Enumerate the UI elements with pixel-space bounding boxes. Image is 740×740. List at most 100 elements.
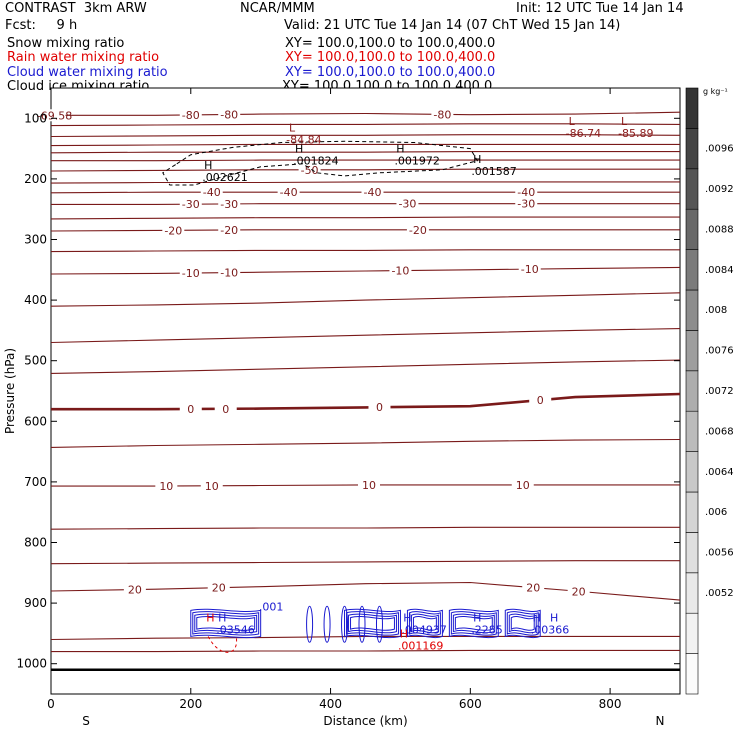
- extremum-marker: H: [206, 612, 214, 625]
- contour-label-background: [218, 266, 241, 279]
- plot-frame: [50, 87, 681, 695]
- colorbar-tick-label: .0064: [705, 467, 734, 478]
- extremum-marker: H: [473, 153, 481, 166]
- temperature-contour-line: [50, 229, 680, 232]
- contour-label-background: [218, 223, 241, 236]
- direction-label-north: N: [656, 714, 665, 728]
- contour-label-background: [200, 186, 223, 199]
- temperature-contour-label: -80: [182, 109, 200, 122]
- extremum-value: -84.84: [286, 133, 321, 146]
- y-tick-label: 800: [24, 536, 47, 550]
- temperature-contour-label: 10: [516, 479, 530, 492]
- temperature-contour-line: [51, 111, 681, 116]
- colorbar-band: [685, 532, 699, 574]
- field-label-snow: Snow mixing ratio: [7, 36, 125, 51]
- temperature-contour-label: -80: [433, 108, 451, 121]
- y-tick-label: 300: [24, 233, 47, 247]
- contour-label-background: [123, 583, 146, 596]
- cloud-water-contour: [190, 608, 262, 639]
- temperature-contour-label: -10: [220, 267, 238, 280]
- contour-label-background: [200, 479, 223, 492]
- x-axis-label: Distance (km): [323, 714, 407, 728]
- temperature-contour-label: -10: [391, 265, 409, 278]
- contour-label-background: [179, 198, 202, 211]
- x-tick-label: 0: [47, 697, 55, 711]
- contour-label-background: [522, 581, 545, 594]
- colorbar-band: [685, 491, 699, 533]
- cloud-water-contour: [506, 611, 539, 636]
- temperature-contour-line: [50, 526, 680, 530]
- colorbar-tick-label: .0072: [705, 386, 734, 397]
- direction-label-south: S: [82, 714, 90, 728]
- cloud-water-contour: [510, 616, 535, 631]
- cloud-water-contour: [344, 608, 401, 639]
- extremum-marker: H: [396, 142, 404, 155]
- temperature-contour-line: [50, 266, 681, 275]
- temperature-contour-label: 10: [205, 480, 219, 493]
- contour-label-background: [277, 186, 300, 199]
- cloud-water-contour: [450, 611, 497, 636]
- temperature-contour-line: [50, 438, 681, 448]
- colorbar-band: [685, 572, 699, 614]
- temperature-contour-label: 10: [362, 479, 376, 492]
- contour-label-background: [518, 263, 541, 276]
- temperature-contour-label: 0: [222, 403, 229, 416]
- colorbar-band: [685, 370, 699, 412]
- temperature-contour-line: [50, 134, 681, 138]
- colorbar-band: [685, 410, 699, 452]
- temperature-contour-line: [50, 123, 681, 127]
- cloud-water-contour: [504, 608, 541, 639]
- temperature-contour-line: [50, 168, 680, 172]
- temperature-contour-line: [51, 159, 680, 162]
- temperature-contour-label: 0: [187, 403, 194, 416]
- temperature-contour-line: [51, 203, 680, 205]
- contour-label-background: [179, 402, 202, 415]
- extremum-value: -86.74: [566, 127, 601, 140]
- colorbar-band: [685, 289, 699, 331]
- cloud-water-contour: [406, 608, 443, 639]
- temperature-contour-line: [50, 151, 680, 154]
- rain-contour: [207, 636, 238, 653]
- temperature-contour-label: -10: [521, 263, 539, 276]
- temperature-contour-line: [50, 635, 680, 641]
- colorbar-band: [685, 653, 699, 695]
- colorbar-tick-label: .006: [705, 507, 727, 518]
- temperature-contour-label: 20: [128, 584, 142, 597]
- contour-label-background: [214, 402, 237, 415]
- y-tick-label: 100: [24, 111, 47, 125]
- temperature-contour-line: [51, 392, 681, 411]
- colorbar-band: [685, 612, 699, 654]
- temperature-contour-line: [50, 560, 680, 565]
- colorbar-tick-label: .0068: [705, 426, 734, 437]
- contour-label-background: [207, 581, 230, 594]
- temperature-contour-line: [50, 249, 680, 253]
- field-xy-cloud-water: XY= 100.0,100.0 to 100.0,400.0: [285, 65, 496, 80]
- cloud-water-contour: [192, 611, 260, 636]
- cloud-water-contour: [375, 605, 383, 643]
- x-tick-label: 200: [179, 697, 202, 711]
- temperature-contour-label: -10: [182, 267, 200, 280]
- extremum-value: .2285: [471, 624, 503, 637]
- extremum-value: .001824: [293, 154, 339, 167]
- extremum-marker: H: [533, 612, 541, 625]
- temperature-contour-line: [50, 359, 681, 374]
- extremum-marker: L: [621, 115, 628, 128]
- temperature-contour-line: [50, 181, 680, 184]
- cloud-water-contour: [358, 605, 366, 643]
- field-label-rain: Rain water mixing ratio: [7, 50, 160, 65]
- colorbar-tick-label: .0052: [705, 588, 734, 599]
- y-tick-label: 600: [24, 414, 47, 428]
- contour-label-background: [357, 478, 380, 491]
- contour-label-background: [529, 394, 552, 407]
- extremum-marker: L: [289, 121, 296, 134]
- model-title: CONTRAST 3km ARW: [5, 1, 147, 16]
- extremum-marker: H: [473, 612, 481, 625]
- temperature-contour-label: -40: [203, 186, 221, 199]
- valid-time: Valid: 21 UTC Tue 14 Jan 14 (07 ChT Wed …: [284, 18, 621, 33]
- cloud-water-contour: [508, 613, 537, 634]
- cloud-water-contour: [454, 616, 493, 631]
- colorbar-tick-label: .0096: [705, 144, 734, 155]
- cloud-water-contour: [408, 611, 441, 636]
- temperature-contour-label: -40: [364, 186, 382, 199]
